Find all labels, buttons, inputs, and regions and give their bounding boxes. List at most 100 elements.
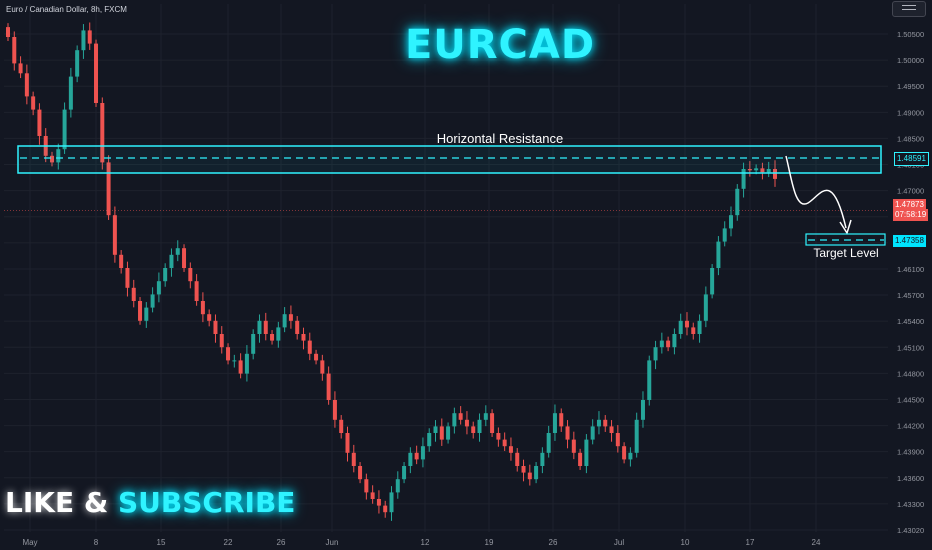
candle-body: [163, 268, 168, 282]
projection-arrowhead: [839, 219, 852, 235]
candle-body: [603, 419, 608, 427]
projection-arrow: [785, 155, 847, 229]
candle-body: [106, 162, 111, 216]
x-tick-label: 26: [277, 538, 286, 547]
candle-body: [244, 353, 249, 374]
countdown-tag: 07:58:19: [893, 209, 929, 221]
candle-body: [534, 466, 539, 480]
candle-body: [358, 466, 363, 480]
candle-body: [207, 314, 212, 321]
y-tick-label: 1.50500: [897, 30, 924, 39]
candle-body: [395, 479, 400, 493]
y-tick-label: 1.48500: [897, 134, 924, 143]
y-tick-label: 1.44500: [897, 395, 924, 404]
x-tick-label: 12: [421, 538, 430, 547]
menu-icon-line: [902, 9, 916, 10]
candle-body: [87, 30, 92, 44]
candle-body: [427, 433, 432, 447]
candle-body: [326, 373, 331, 400]
y-tick-label: 1.45700: [897, 291, 924, 300]
candle-body: [232, 360, 237, 362]
x-tick-label: 10: [681, 538, 690, 547]
candle-body: [200, 301, 205, 315]
y-tick-label: 1.45100: [897, 343, 924, 352]
candle-body: [659, 340, 664, 348]
candle-body: [760, 168, 765, 173]
y-tick-label: 1.49500: [897, 82, 924, 91]
candle-body: [559, 413, 564, 427]
candle-body: [464, 419, 469, 427]
candles: [6, 22, 777, 521]
candle-body: [490, 413, 495, 433]
resistance-zone: [17, 145, 882, 174]
menu-button[interactable]: [892, 1, 926, 17]
candle-body: [389, 492, 394, 513]
candle-body: [773, 169, 777, 179]
candle-body: [754, 168, 759, 171]
x-tick-label: 15: [157, 538, 166, 547]
resistance-label: Horizontal Resistance: [437, 131, 563, 146]
candle-body: [458, 413, 463, 420]
candle-body: [615, 433, 620, 447]
promo-like-text: LIKE &: [5, 486, 109, 519]
candle-body: [471, 426, 476, 433]
candle-body: [609, 426, 614, 433]
candle-body: [433, 426, 438, 433]
candle-body: [288, 314, 293, 321]
candle-body: [697, 320, 702, 334]
candle-body: [270, 334, 275, 341]
candle-body: [351, 452, 356, 466]
candle-body: [672, 334, 677, 348]
candle-body: [226, 347, 231, 361]
current-price-tag: 1.47873: [893, 199, 926, 211]
candle-body: [75, 50, 80, 77]
candle-body: [716, 241, 721, 268]
candle-body: [144, 307, 149, 321]
candle-body: [150, 294, 155, 308]
y-tick-label: 1.46100: [897, 265, 924, 274]
promo-banner: LIKE & SUBSCRIBE: [5, 486, 295, 519]
candle-body: [735, 188, 740, 216]
x-tick-label: 24: [812, 538, 821, 547]
y-tick-label: 1.47000: [897, 187, 924, 196]
x-tick-label: May: [22, 538, 37, 547]
candle-body: [219, 334, 224, 348]
candle-body: [263, 320, 268, 334]
x-tick-label: 19: [485, 538, 494, 547]
candle-body: [50, 155, 55, 163]
candle-body: [527, 472, 532, 480]
candle-body: [188, 268, 193, 282]
candle-body: [68, 76, 73, 110]
candle-body: [112, 215, 117, 255]
candle-body: [452, 413, 457, 427]
candle-body: [710, 268, 715, 295]
chart-grid: [4, 4, 888, 532]
candle-body: [370, 492, 375, 499]
y-tick-label: 1.44200: [897, 422, 924, 431]
candle-body: [213, 320, 218, 334]
candle-body: [546, 433, 551, 453]
candle-body: [119, 254, 124, 268]
candle-body: [628, 452, 633, 460]
candle-body: [571, 439, 576, 453]
candle-body: [439, 426, 444, 440]
candle-body: [339, 419, 344, 433]
candle-body: [477, 419, 482, 433]
candle-body: [364, 479, 369, 493]
candle-body: [295, 320, 300, 334]
candle-body: [12, 37, 17, 64]
candle-body: [31, 96, 36, 110]
candle-body: [420, 446, 425, 460]
candle-body: [24, 73, 29, 97]
y-tick-label: 1.43020: [897, 526, 924, 535]
candle-body: [376, 499, 381, 506]
candle-body: [345, 433, 350, 453]
candle-body: [301, 334, 306, 341]
y-tick-label: 1.43900: [897, 448, 924, 457]
target-box: [805, 233, 886, 246]
x-tick-label: Jun: [326, 538, 339, 547]
candle-body: [276, 327, 281, 341]
resistance-price-tag: 1.48591: [894, 152, 929, 166]
candle-body: [6, 27, 10, 37]
